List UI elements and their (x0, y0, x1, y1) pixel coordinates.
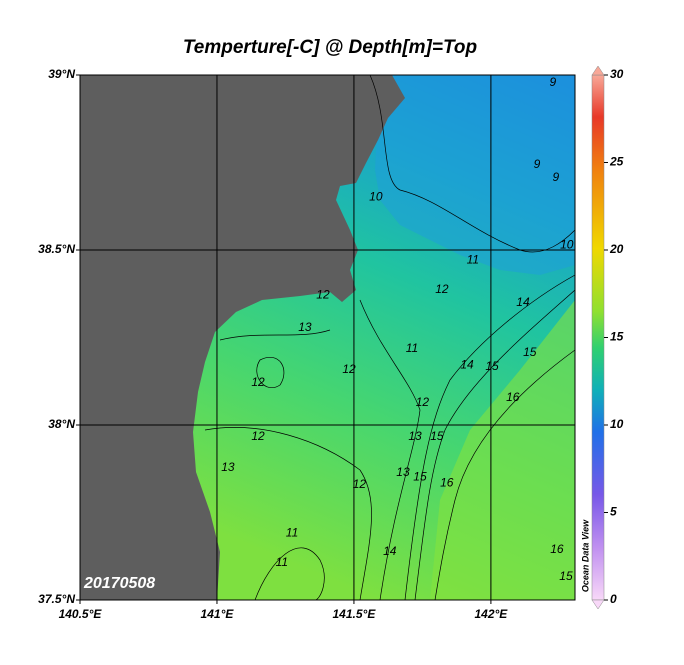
warm-water (430, 300, 575, 600)
contour-label: 12 (316, 287, 330, 301)
contour-line (404, 274, 575, 600)
y-tick-label: 39°N (48, 67, 75, 81)
contour-label: 15 (413, 469, 427, 483)
colorbar-tick-label: 0 (610, 592, 617, 606)
contour-label: 13 (396, 465, 410, 479)
colorbar-tick-label: 30 (610, 67, 624, 81)
map-title: Temperture[-C] @ Depth[m]=Top (183, 37, 477, 58)
contour-label: 11 (406, 341, 418, 355)
contour-line (219, 329, 331, 341)
colorbar-arrow (591, 65, 605, 76)
colorbar-tick-label: 15 (610, 330, 624, 344)
contour-label: 12 (416, 395, 430, 409)
contour-label: 16 (550, 542, 564, 556)
contour-label: 9 (534, 157, 541, 171)
contour-label: 9 (552, 170, 559, 184)
contour-line (359, 299, 421, 600)
contour-label: 11 (467, 252, 479, 266)
x-tick-label: 141.5°E (333, 607, 377, 621)
y-tick-label: 38°N (48, 417, 75, 431)
colorbar-tick-label: 10 (610, 417, 624, 431)
x-tick-label: 141°E (201, 607, 235, 621)
contour-label: 14 (460, 357, 474, 371)
contour-line (256, 357, 285, 388)
contour-label: 16 (440, 475, 454, 489)
plot-area: 9991010111112131212121311111212131314151… (80, 75, 575, 600)
colorbar (591, 74, 605, 601)
contour-label: 15 (485, 359, 499, 373)
contour-label: 16 (506, 390, 520, 404)
contour-line (434, 349, 575, 600)
plot-frame (79, 74, 576, 601)
contour-labels: 9991010111112131212121311111212131314151… (221, 75, 574, 583)
contour-label: 14 (516, 295, 530, 309)
colorbar-tick-label: 20 (609, 242, 624, 256)
contour-label: 13 (408, 429, 422, 443)
grid (80, 75, 575, 600)
contour-label: 12 (251, 375, 265, 389)
contour-line (369, 75, 575, 253)
colorbar-tick-label: 25 (609, 155, 624, 169)
contour-label: 11 (276, 555, 288, 569)
y-tick-label: 37.5°N (38, 592, 75, 606)
x-tick-label: 140.5°E (59, 607, 103, 621)
axes: 140.5°E 141°E 141.5°E 142°E 37.5°N 38°N 38.5°N… (38, 67, 508, 621)
colorbar-tick-label: 5 (610, 505, 617, 519)
contour-label: 12 (435, 282, 449, 296)
contour-label: 15 (559, 569, 573, 583)
contour-line (204, 427, 372, 600)
cold-water (375, 75, 575, 275)
y-tick-label: 38.5°N (38, 242, 75, 256)
contour-label: 10 (369, 190, 383, 204)
colorbar-arrow (591, 599, 605, 610)
contour-label: 15 (523, 345, 537, 359)
contour-label: 12 (251, 429, 265, 443)
contour-label: 13 (298, 320, 312, 334)
date-label: 20170508 (83, 575, 155, 592)
x-tick-label: 142°E (474, 607, 508, 621)
contour-line (414, 289, 575, 600)
watermark: Ocean Data View (580, 519, 590, 592)
contour-label: 14 (383, 544, 397, 558)
contour-label: 13 (221, 460, 235, 474)
contour-label: 15 (430, 429, 444, 443)
land (80, 75, 405, 600)
contour-label: 12 (353, 477, 367, 491)
contour-line (254, 547, 325, 600)
contour-label: 11 (286, 525, 298, 539)
colorbar-ticks: 0 5 10 15 20 25 30 (604, 67, 624, 606)
contour-label: 10 (560, 237, 574, 251)
contour-label: 12 (342, 362, 356, 376)
contour-label: 9 (549, 75, 556, 89)
